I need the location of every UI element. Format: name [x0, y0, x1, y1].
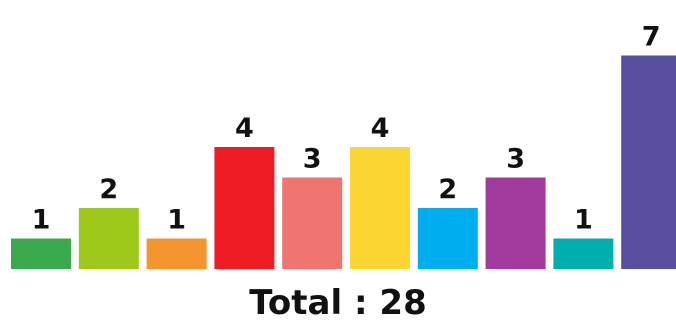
- bar-value-label-1: 1: [32, 205, 51, 236]
- bar-8: [485, 177, 546, 269]
- bar-value-label-7: 2: [438, 174, 457, 205]
- total-label: Total : 28: [249, 283, 427, 323]
- bar-3: [146, 238, 207, 269]
- bar-value-label-4: 4: [235, 113, 254, 144]
- bar-9: [553, 238, 614, 269]
- bar-10: [621, 55, 676, 269]
- bar-value-label-8: 3: [506, 144, 525, 175]
- bar-5: [282, 177, 343, 269]
- bar-2: [78, 208, 139, 269]
- bar-value-label-9: 1: [574, 205, 593, 236]
- bar-4: [214, 147, 275, 269]
- bar-value-label-3: 1: [167, 205, 186, 236]
- bar-value-label-6: 4: [371, 113, 390, 144]
- bar-6: [350, 147, 410, 269]
- bar-7: [417, 208, 478, 269]
- bar-value-label-2: 2: [99, 174, 118, 205]
- bar-value-label-5: 3: [303, 144, 322, 175]
- bar-1: [11, 238, 71, 269]
- bar-value-label-10: 7: [642, 22, 661, 53]
- bar-chart: 1 2 1 4 3 4 2 3 1 7: [11, 22, 676, 269]
